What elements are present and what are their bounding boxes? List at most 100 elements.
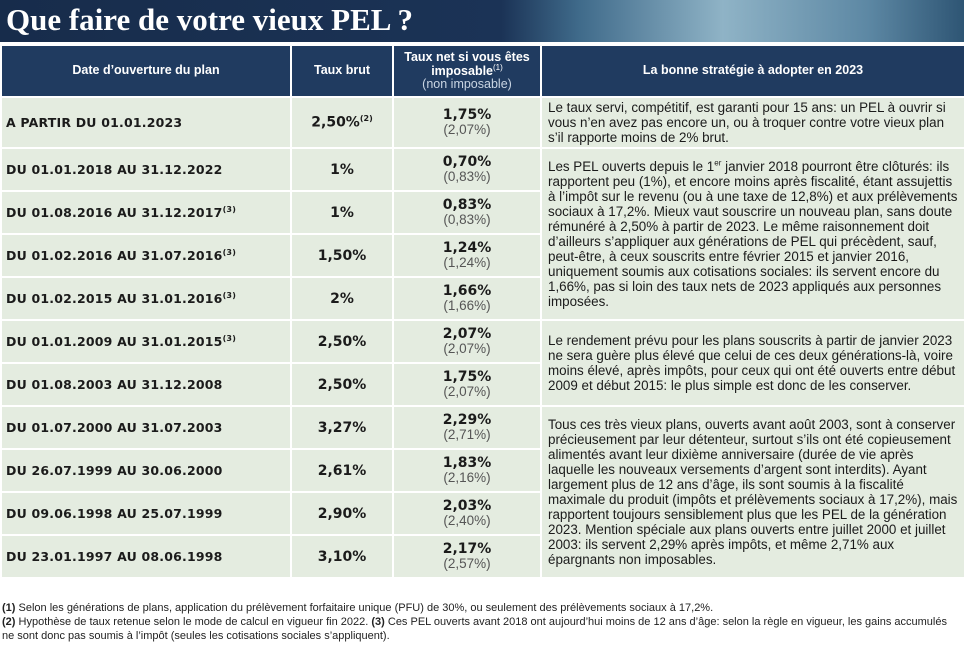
date: DU 01.02.2016 AU 31.07.2016	[6, 248, 223, 264]
footnotes: (1) Selon les générations de plans, appl…	[2, 602, 960, 643]
row: DU 01.02.2016 AU 31.07.2016(3) 1,50% 1,24%…	[0, 233, 964, 278]
col-header: Taux net si vous êtes imposable(1) (non i…	[392, 44, 542, 98]
pel-table: Date d’ouverture du plan Taux brut Taux …	[0, 44, 964, 579]
date-cell: DU 01.01.2009 AU 31.01.2015(3)	[0, 319, 292, 364]
net-rate-alt: (1,24%)	[443, 254, 491, 270]
col-header: Date d’ouverture du plan	[0, 44, 292, 98]
date-cell: A PARTIR DU 01.01.2023	[0, 96, 292, 149]
net-rate: 2,07%	[442, 326, 492, 343]
note-mark: (2)	[359, 114, 373, 124]
footnote-text: Ces PEL ouverts avant 2018 ont aujourd’h…	[2, 615, 947, 642]
footnote: (2) Hypothèse de taux retenue selon le m…	[2, 616, 371, 628]
row: DU 01.08.2003 AU 31.12.2008 2,50% 1,75% (2,…	[0, 362, 964, 407]
net-rate: 0,70%	[442, 154, 492, 171]
gross-cell: 3,27%	[290, 405, 394, 450]
row: DU 01.08.2016 AU 31.12.2017(3) 1% 0,83% (0,…	[0, 190, 964, 235]
net-cell: 0,70% (0,83%)	[392, 147, 542, 192]
row: DU 01.01.2009 AU 31.01.2015(3) 2,50% 2,07%…	[0, 319, 964, 407]
footnote: (1) Selon les générations de plans, appl…	[2, 602, 713, 614]
strategy-text: Tous ces très vieux plans, ouverts avant…	[548, 417, 958, 567]
strategy-cell: Le taux servi, compétitif, est garanti p…	[540, 96, 964, 149]
date-cell: DU 01.07.2000 AU 31.07.2003	[0, 405, 292, 450]
date-cell: DU 01.01.2018 AU 31.12.2022	[0, 147, 292, 192]
net-rate-alt: (2,40%)	[443, 512, 491, 528]
net-cell: 1,75% (2,07%)	[392, 362, 542, 407]
date: DU 01.08.2003 AU 31.12.2008	[6, 377, 223, 392]
net-rate: 2,03%	[442, 498, 492, 515]
row: DU 26.07.1999 AU 30.06.2000 2,61% 1,83% (2,…	[0, 448, 964, 493]
net-cell: 1,24% (1,24%)	[392, 233, 542, 278]
note-mark: (1)	[493, 62, 503, 72]
gross-rate: 2,50%	[311, 114, 360, 131]
footnote-text: Hypothèse de taux retenue selon le mode …	[15, 615, 372, 628]
gross-rate: 2,61%	[317, 462, 367, 479]
net-rate: 1,75%	[442, 369, 492, 386]
strategy-text: Le rendement prévu pour les plans souscr…	[548, 333, 956, 393]
net-cell: 1,66% (1,66%)	[392, 276, 542, 321]
net-cell: 0,83% (0,83%)	[392, 190, 542, 235]
date-cell: DU 01.08.2003 AU 31.12.2008	[0, 362, 292, 407]
gross-cell: 2,50%	[290, 319, 394, 364]
banner: Que faire de votre vieux PEL ?	[0, 0, 964, 42]
table-body: A PARTIR DU 01.01.2023 2,50%(2) 1,75% (2,07…	[0, 96, 964, 579]
date-cell: DU 01.02.2016 AU 31.07.2016(3)	[0, 233, 292, 278]
date: DU 01.01.2009 AU 31.01.2015	[6, 334, 223, 350]
gross-rate: 2,90%	[317, 505, 367, 522]
net-rate: 2,17%	[442, 541, 492, 558]
net-rate-alt: (2,16%)	[443, 469, 491, 485]
gross-cell: 2,90%	[290, 491, 394, 536]
gross-cell: 1%	[290, 147, 394, 192]
gross-rate: 1%	[330, 204, 354, 221]
gross-cell: 2,61%	[290, 448, 394, 493]
strategy-cell: Les PEL ouverts depuis le 1er janvier 20…	[540, 147, 964, 321]
footnote-mark: (3)	[371, 615, 385, 628]
net-cell: 2,29% (2,71%)	[392, 405, 542, 450]
superscript: er	[714, 158, 722, 168]
net-cell: 1,75% (2,07%)	[392, 96, 542, 149]
footnote-mark: (2)	[2, 615, 16, 628]
title: Que faire de votre vieux PEL ?	[6, 2, 413, 37]
net-rate-alt: (2,07%)	[443, 121, 491, 137]
net-rate: 1,24%	[442, 240, 492, 257]
gross-rate: 2,50%	[317, 333, 367, 350]
note-mark: (3)	[222, 333, 237, 343]
net-cell: 1,83% (2,16%)	[392, 448, 542, 493]
col-header-text: Taux net si vous êtes imposable	[404, 49, 530, 79]
row: A PARTIR DU 01.01.2023 2,50%(2) 1,75% (2,07…	[0, 96, 964, 149]
date: DU 01.02.2015 AU 31.01.2016	[6, 291, 223, 307]
note-mark: (3)	[222, 247, 237, 257]
gross-cell: 2%	[290, 276, 394, 321]
net-rate: 1,75%	[442, 107, 492, 124]
net-rate-alt: (0,83%)	[443, 211, 491, 227]
row: DU 23.01.1997 AU 08.06.1998 3,10% 2,17% (2,…	[0, 534, 964, 579]
date: DU 01.01.2018 AU 31.12.2022	[6, 162, 223, 177]
date-cell: DU 26.07.1999 AU 30.06.2000	[0, 448, 292, 493]
col-header-sub: (non imposable)	[422, 77, 512, 92]
net-rate-alt: (2,07%)	[443, 383, 491, 399]
net-cell: 2,03% (2,40%)	[392, 491, 542, 536]
row: DU 09.06.1998 AU 25.07.1999 2,90% 2,03% (2,…	[0, 491, 964, 536]
gross-rate: 1,50%	[317, 247, 367, 264]
net-rate: 2,29%	[442, 412, 492, 429]
row: DU 01.02.2015 AU 31.01.2016(3) 2% 1,66% (1,…	[0, 276, 964, 321]
strategy-cell: Le rendement prévu pour les plans souscr…	[540, 319, 964, 407]
gross-rate: 3,10%	[317, 548, 367, 565]
date: DU 23.01.1997 AU 08.06.1998	[6, 549, 223, 564]
gross-cell: 2,50%	[290, 362, 394, 407]
header-row: Date d’ouverture du plan Taux brut Taux …	[0, 44, 964, 98]
date-cell: DU 01.02.2015 AU 31.01.2016(3)	[0, 276, 292, 321]
gross-cell: 3,10%	[290, 534, 394, 579]
footnote-text: Selon les générations de plans, applicat…	[15, 602, 714, 614]
note-mark: (3)	[222, 204, 237, 214]
strategy-text: janvier 2018 pourront être clôturés: ils…	[548, 159, 958, 309]
date-cell: DU 09.06.1998 AU 25.07.1999	[0, 491, 292, 536]
gross-cell: 1%	[290, 190, 394, 235]
strategy-cell: Tous ces très vieux plans, ouverts avant…	[540, 405, 964, 579]
strategy-text: Les PEL ouverts depuis le 1	[548, 159, 715, 174]
net-rate: 0,83%	[442, 197, 492, 214]
net-rate-alt: (1,66%)	[443, 297, 491, 313]
date: A PARTIR DU 01.01.2023	[6, 115, 183, 130]
net-cell: 2,07% (2,07%)	[392, 319, 542, 364]
gross-rate: 3,27%	[317, 419, 367, 436]
